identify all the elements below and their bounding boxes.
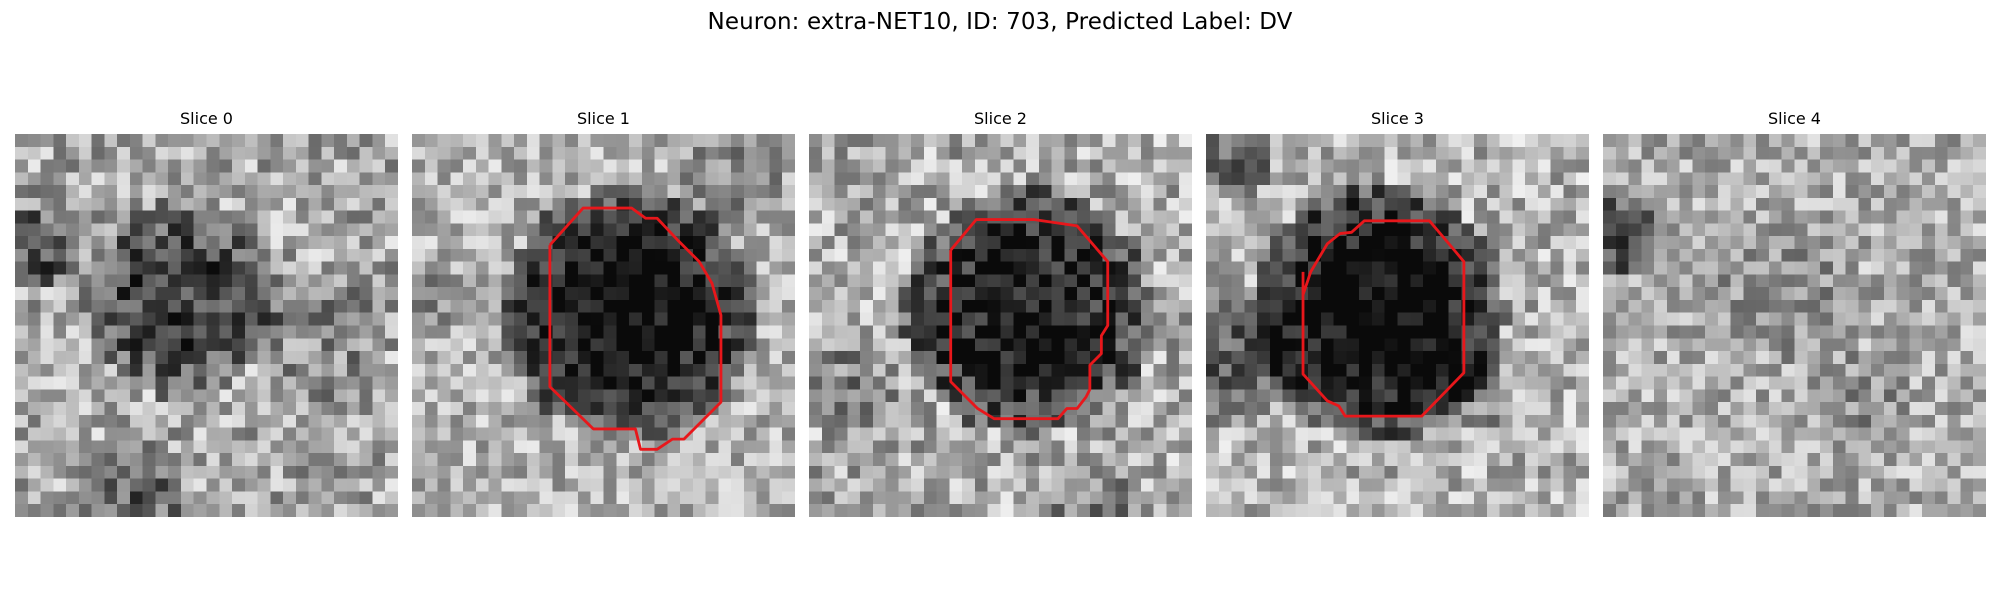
- slice-image-2: [809, 134, 1192, 517]
- slice-image-1: [412, 134, 795, 517]
- slice-title: Slice 0: [180, 109, 233, 128]
- slice-title: Slice 4: [1768, 109, 1821, 128]
- roi-contour: [1301, 219, 1466, 418]
- slice-image-3: [1206, 134, 1589, 517]
- slice-title: Slice 3: [1371, 109, 1424, 128]
- slice-panel-2: Slice 2: [809, 108, 1192, 525]
- slice-title: Slice 1: [577, 109, 630, 128]
- slice-panel-1: Slice 1: [412, 108, 795, 525]
- roi-contour: [548, 206, 723, 451]
- slice-panel-0: Slice 0: [15, 108, 398, 525]
- roi-contour: [949, 218, 1110, 421]
- slice-panel-4: Slice 4: [1603, 108, 1986, 525]
- slice-title: Slice 2: [974, 109, 1027, 128]
- slice-image-4: [1603, 134, 1986, 517]
- slice-image-0: [15, 134, 398, 517]
- slice-panel-3: Slice 3: [1206, 108, 1589, 525]
- figure-title: Neuron: extra-NET10, ID: 703, Predicted …: [707, 9, 1293, 35]
